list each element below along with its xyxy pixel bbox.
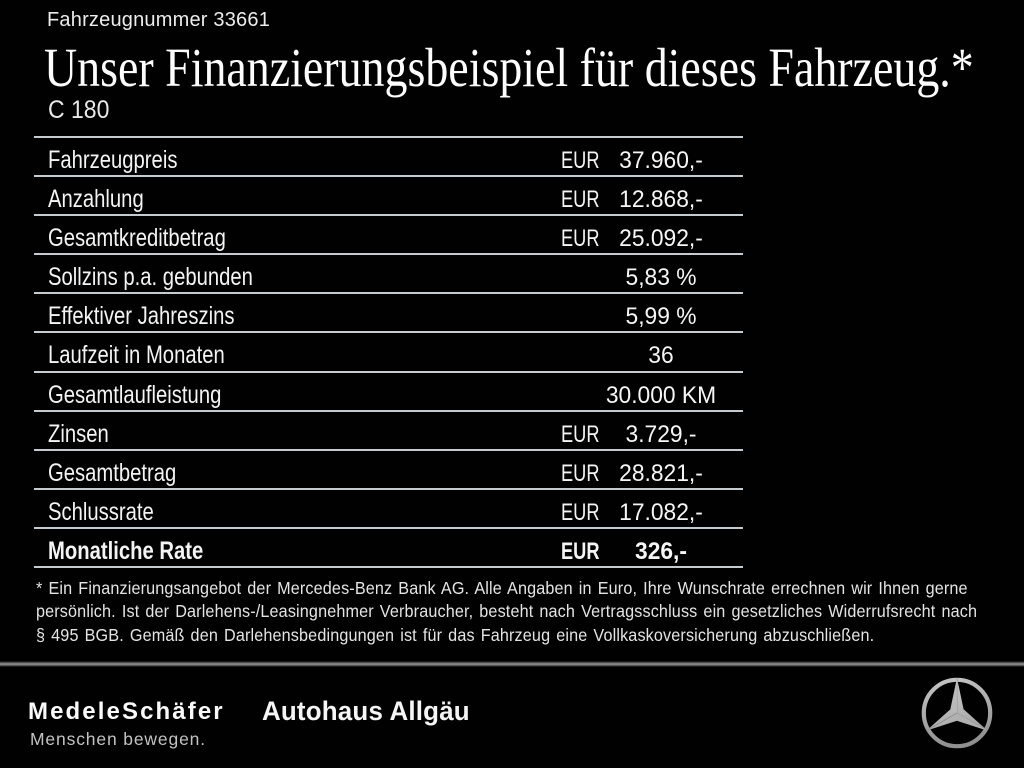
row-currency: EUR xyxy=(561,225,600,253)
row-label: Effektiver Jahreszins xyxy=(48,302,235,331)
row-value: 12.868,- xyxy=(619,186,703,214)
footnote-line: § 495 BGB. Gemäß den Darlehensbedingunge… xyxy=(36,624,875,645)
finance-table: Fahrzeugpreis EUR 37.960,- Anzahlung EUR 12.8… xyxy=(34,136,743,568)
row-label: Anzahlung xyxy=(48,185,144,214)
table-row: Laufzeit in Monaten 36 xyxy=(34,331,743,370)
footnote-line: persönlich. Ist der Darlehens-/Leasingne… xyxy=(36,601,978,622)
row-value: 3.729,- xyxy=(625,420,697,448)
dealer-tagline: Menschen bewegen. xyxy=(30,729,206,749)
table-row: Effektiver Jahreszins 5,99 % xyxy=(34,292,743,331)
row-label: Zinsen xyxy=(48,419,109,448)
table-row: Fahrzeugpreis EUR 37.960,- xyxy=(34,136,743,175)
table-row: Gesamtlaufleistung 30.000 KM xyxy=(34,370,743,410)
row-value: 25.092,- xyxy=(619,225,703,253)
row-label: Gesamtbetrag xyxy=(48,458,177,487)
row-value: 17.082,- xyxy=(619,498,703,526)
footnote-line: * Ein Finanzierungsangebot der Mercedes-… xyxy=(36,578,968,598)
row-currency: EUR xyxy=(561,537,600,565)
page-title: Unser Finanzierungsbeispiel für dieses F… xyxy=(44,37,974,98)
row-value: 5,99 % xyxy=(625,303,697,331)
row-value: 30.000 KM xyxy=(605,381,717,409)
dealer-secondary-logo: Autohaus Allgäu xyxy=(262,696,470,726)
row-label: Sollzins p.a. gebunden xyxy=(48,263,253,292)
dealer-logo: MedeleSchäfer xyxy=(28,698,225,725)
row-value: 36 xyxy=(648,342,674,370)
row-label: Monatliche Rate xyxy=(48,536,204,565)
row-currency: EUR xyxy=(561,420,600,448)
row-value: 28.821,- xyxy=(619,459,703,487)
row-currency: EUR xyxy=(561,459,600,487)
table-row: Gesamtbetrag EUR 28.821,- xyxy=(34,448,743,488)
row-currency: EUR xyxy=(561,186,600,214)
row-currency: EUR xyxy=(561,498,600,526)
table-row: Anzahlung EUR 12.868,- xyxy=(34,175,743,214)
row-label: Gesamtkreditbetrag xyxy=(48,224,226,253)
row-currency: EUR xyxy=(561,147,600,174)
table-row: Zinsen EUR 3.729,- xyxy=(34,409,743,449)
footnote: * Ein Finanzierungsangebot der Mercedes-… xyxy=(36,577,977,647)
row-label: Schlussrate xyxy=(48,497,154,526)
model-name: C 180 xyxy=(48,96,110,124)
table-row: Schlussrate EUR 17.082,- xyxy=(34,487,743,527)
vehicle-number: Fahrzeugnummer 33661 xyxy=(47,9,271,31)
row-value: 37.960,- xyxy=(619,147,703,174)
table-row: Sollzins p.a. gebunden 5,83 % xyxy=(34,253,743,292)
row-value: 326,- xyxy=(635,537,687,565)
row-value: 5,83 % xyxy=(625,264,697,292)
row-label: Fahrzeugpreis xyxy=(48,146,178,174)
mercedes-star-icon xyxy=(919,675,995,756)
table-row: Gesamtkreditbetrag EUR 25.092,- xyxy=(34,214,743,253)
footer-divider xyxy=(0,661,1024,667)
row-label: Gesamtlaufleistung xyxy=(48,380,222,409)
row-label: Laufzeit in Monaten xyxy=(48,341,225,370)
table-row: Monatliche Rate EUR 326,- xyxy=(34,526,743,568)
